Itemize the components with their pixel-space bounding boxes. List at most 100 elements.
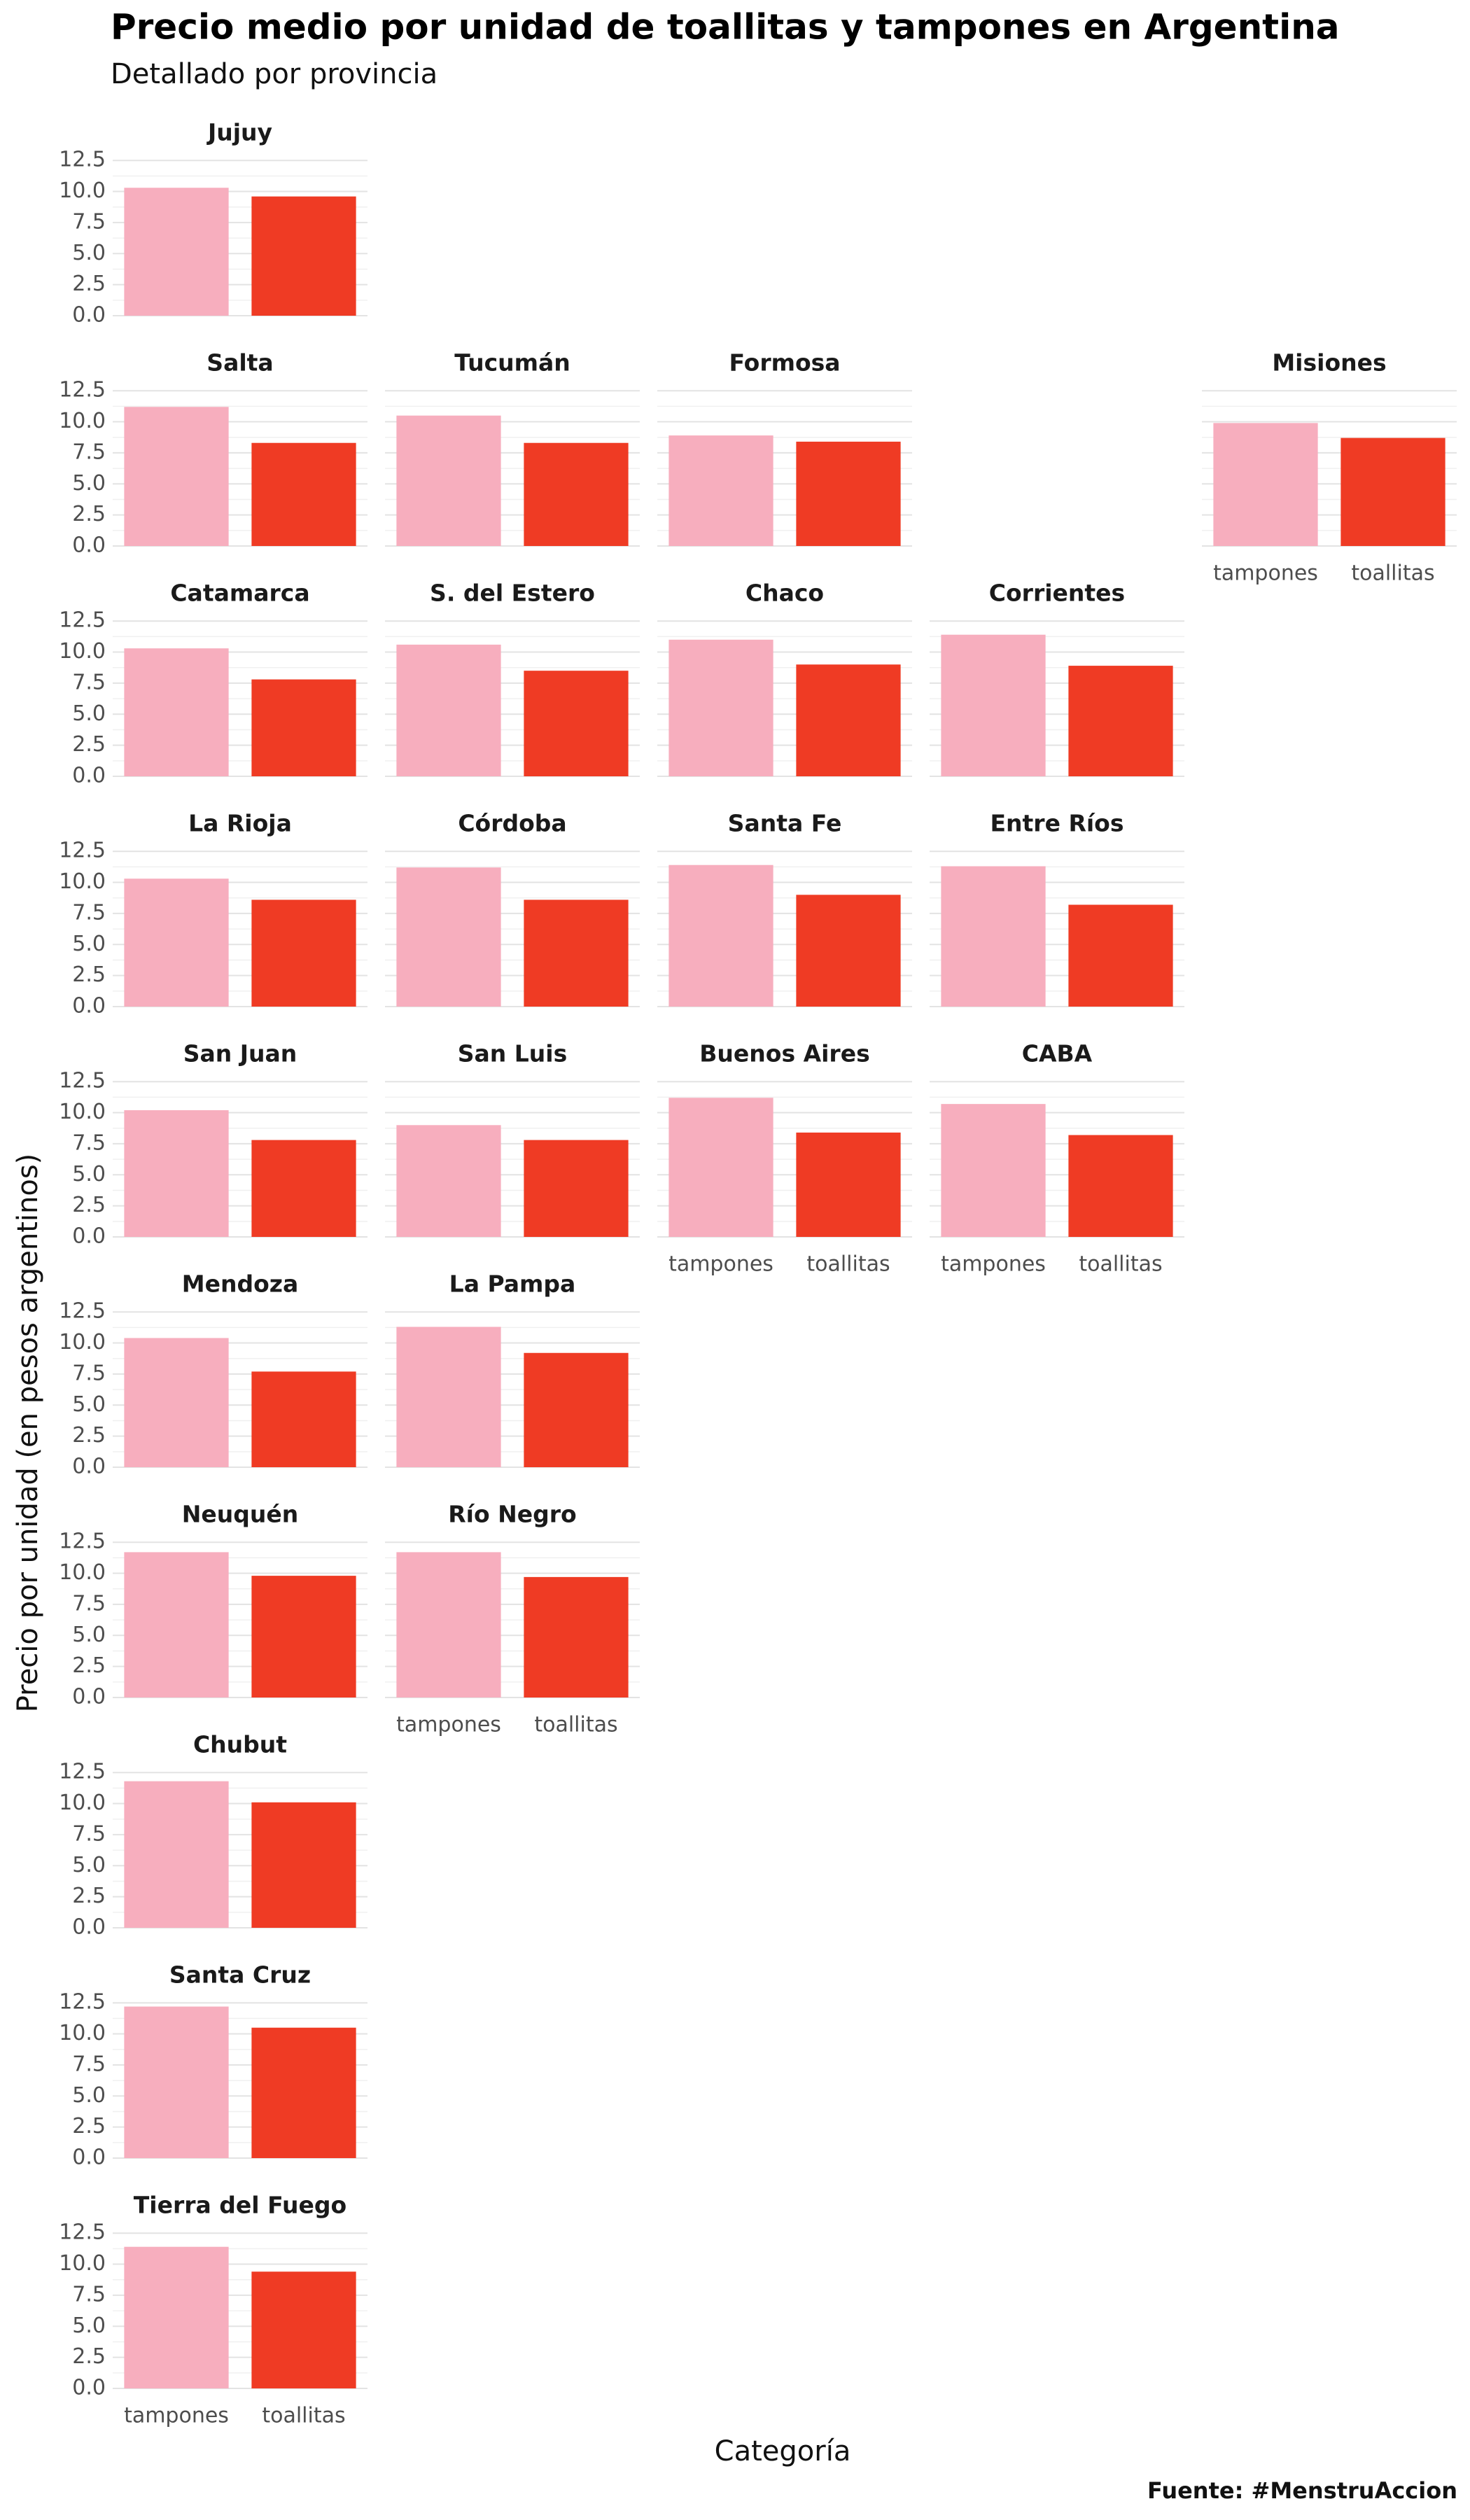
panel-title: Entre Ríos bbox=[990, 810, 1124, 837]
y-tick-label: 12.5 bbox=[59, 1530, 106, 1554]
panel-title: CABA bbox=[1022, 1040, 1093, 1068]
panel-title: Tucumán bbox=[454, 349, 570, 377]
y-tick-label: 0.0 bbox=[72, 1685, 106, 1709]
y-tick-label: 7.5 bbox=[72, 670, 106, 694]
x-tick-label: tampones bbox=[941, 1252, 1046, 1277]
y-tick-label: 5.0 bbox=[72, 471, 106, 496]
bar bbox=[1068, 666, 1173, 776]
panel-title: Corrientes bbox=[989, 580, 1125, 607]
y-tick-label: 12.5 bbox=[59, 1069, 106, 1093]
y-tick-label: 12.5 bbox=[59, 2220, 106, 2245]
y-tick-label: 2.5 bbox=[72, 272, 106, 296]
x-tick-label: toallitas bbox=[806, 1252, 890, 1277]
bar bbox=[396, 867, 501, 1007]
bar bbox=[796, 895, 901, 1007]
y-tick-label: 0.0 bbox=[72, 1455, 106, 1479]
y-tick-label: 12.5 bbox=[59, 1990, 106, 2015]
bar bbox=[396, 1326, 501, 1467]
y-tick-label: 0.0 bbox=[72, 533, 106, 558]
bar bbox=[124, 878, 229, 1007]
y-tick-label: 2.5 bbox=[72, 2114, 106, 2138]
y-tick-label: 5.0 bbox=[72, 1162, 106, 1186]
y-tick-label: 7.5 bbox=[72, 1821, 106, 1846]
bar bbox=[251, 1576, 356, 1698]
y-tick-label: 7.5 bbox=[72, 2282, 106, 2306]
x-axis-label: Categoría bbox=[715, 2435, 851, 2468]
y-tick-label: 0.0 bbox=[72, 994, 106, 1018]
x-tick-label: toallitas bbox=[262, 2404, 345, 2428]
panel-title: La Rioja bbox=[188, 810, 292, 837]
bar bbox=[1068, 904, 1173, 1007]
bar bbox=[668, 639, 774, 776]
y-tick-label: 7.5 bbox=[72, 900, 106, 925]
y-tick-label: 5.0 bbox=[72, 932, 106, 956]
bar bbox=[396, 644, 501, 776]
bar bbox=[124, 1781, 229, 1928]
y-tick-label: 10.0 bbox=[59, 2251, 106, 2276]
bar bbox=[941, 866, 1046, 1007]
bar bbox=[124, 407, 229, 546]
y-tick-label: 12.5 bbox=[59, 378, 106, 402]
panel-title: Formosa bbox=[729, 349, 840, 377]
bar bbox=[124, 648, 229, 776]
y-tick-label: 7.5 bbox=[72, 2052, 106, 2076]
chart-subtitle: Detallado por provincia bbox=[111, 58, 438, 90]
panel-title: La Pampa bbox=[449, 1270, 576, 1298]
x-tick-label: tampones bbox=[668, 1252, 774, 1277]
y-tick-label: 12.5 bbox=[59, 1760, 106, 1784]
bar bbox=[251, 1371, 356, 1467]
panel-title: Neuquén bbox=[182, 1501, 298, 1528]
y-tick-label: 2.5 bbox=[72, 1653, 106, 1678]
y-tick-label: 10.0 bbox=[59, 1100, 106, 1124]
y-tick-label: 10.0 bbox=[59, 1560, 106, 1585]
bar bbox=[1068, 1135, 1173, 1237]
panel-title: Mendoza bbox=[182, 1270, 298, 1298]
panel-title: Río Negro bbox=[448, 1501, 576, 1528]
y-axis-label: Precio por unidad (en pesos argentinos) bbox=[12, 1154, 44, 1713]
y-tick-label: 0.0 bbox=[72, 764, 106, 788]
panel-title: Buenos Aires bbox=[699, 1040, 869, 1068]
y-tick-label: 7.5 bbox=[72, 1361, 106, 1385]
bar bbox=[251, 899, 356, 1007]
bar bbox=[524, 1140, 629, 1237]
y-tick-label: 2.5 bbox=[72, 502, 106, 526]
y-tick-label: 5.0 bbox=[72, 701, 106, 726]
bar bbox=[524, 899, 629, 1007]
bar bbox=[251, 1802, 356, 1928]
bar bbox=[668, 435, 774, 546]
y-tick-label: 5.0 bbox=[72, 241, 106, 265]
panel-title: Santa Cruz bbox=[169, 1961, 311, 1989]
panel-title: Tierra del Fuego bbox=[134, 2192, 346, 2219]
y-tick-label: 10.0 bbox=[59, 869, 106, 894]
bar bbox=[796, 441, 901, 546]
x-tick-label: toallitas bbox=[534, 1713, 617, 1737]
chart-title: Precio medio por unidad de toallitas y t… bbox=[111, 7, 1340, 48]
y-tick-label: 10.0 bbox=[59, 178, 106, 203]
bar bbox=[941, 634, 1046, 776]
y-tick-label: 5.0 bbox=[72, 1623, 106, 1647]
bar bbox=[524, 442, 629, 546]
y-tick-label: 2.5 bbox=[72, 1423, 106, 1448]
x-tick-label: toallitas bbox=[1079, 1252, 1162, 1277]
bar bbox=[124, 1552, 229, 1698]
bar bbox=[124, 2006, 229, 2158]
panel-title: Córdoba bbox=[458, 810, 566, 837]
bar bbox=[124, 188, 229, 316]
bar bbox=[124, 1338, 229, 1467]
bar bbox=[251, 196, 356, 316]
bar bbox=[524, 1576, 629, 1698]
bar bbox=[668, 864, 774, 1007]
y-tick-label: 0.0 bbox=[72, 1915, 106, 1940]
y-tick-label: 2.5 bbox=[72, 1884, 106, 1908]
panel-title: Chaco bbox=[746, 580, 824, 607]
panel-title: Chubut bbox=[193, 1731, 287, 1758]
x-tick-label: tampones bbox=[1213, 561, 1318, 586]
y-tick-label: 0.0 bbox=[72, 303, 106, 328]
bar bbox=[251, 2027, 356, 2158]
bar bbox=[524, 671, 629, 776]
x-tick-label: tampones bbox=[124, 2404, 229, 2428]
bar bbox=[1213, 423, 1318, 546]
bar bbox=[396, 1552, 501, 1698]
panel-title: San Luis bbox=[458, 1040, 568, 1068]
panel-title: Catamarca bbox=[170, 580, 309, 607]
